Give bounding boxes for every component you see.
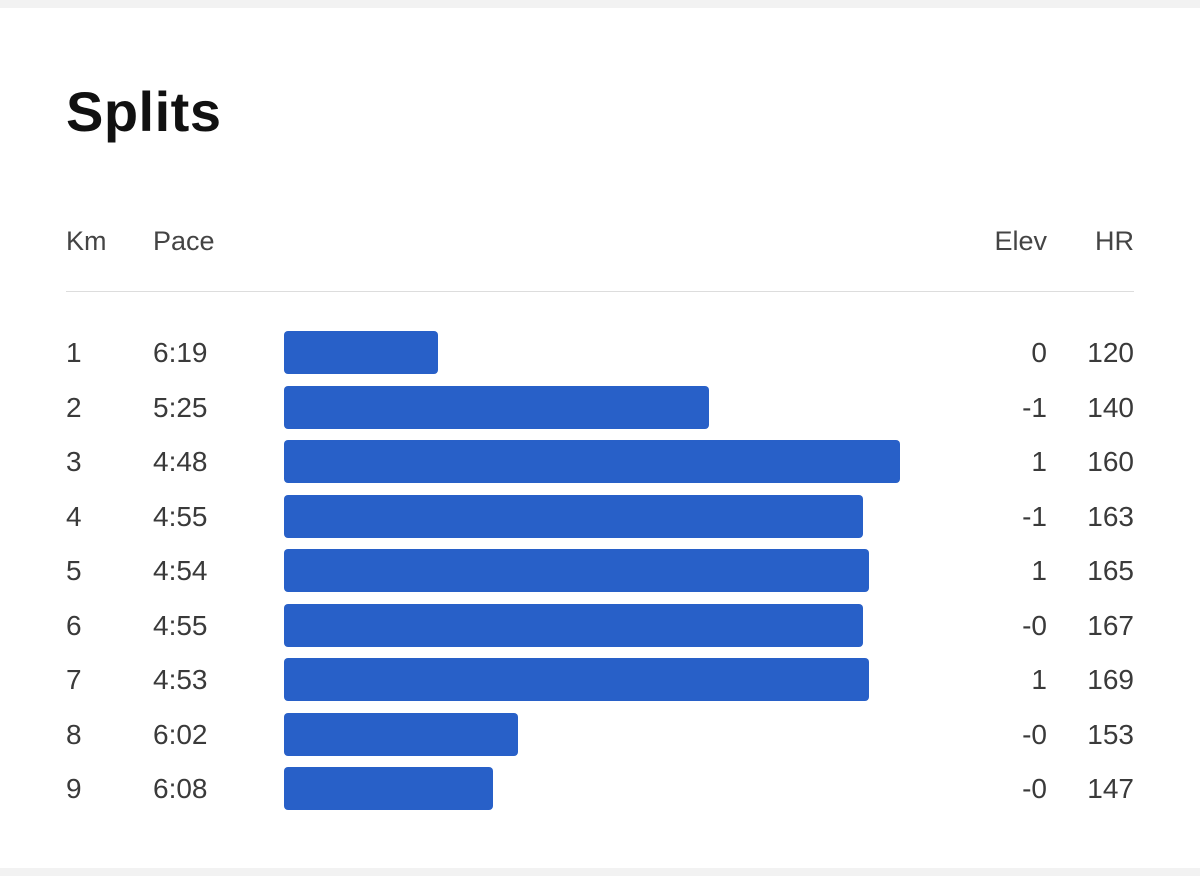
- split-elev: 1: [1031, 555, 1047, 586]
- split-hr: 165: [1087, 555, 1134, 586]
- split-hr: 153: [1087, 718, 1134, 750]
- split-hr: 169: [1087, 664, 1134, 695]
- split-row: 8 6:02 -0 153: [0, 708, 1200, 762]
- split-km: 6: [66, 609, 82, 641]
- header-divider: [66, 291, 1134, 292]
- split-hr: 120: [1087, 337, 1134, 368]
- split-row: 6 4:55 -0 167: [0, 599, 1200, 653]
- splits-title: Splits: [66, 80, 222, 143]
- split-km: 2: [66, 391, 82, 423]
- split-row: 5 4:54 1 165: [0, 544, 1200, 598]
- split-pace: 4:48: [153, 446, 208, 477]
- split-row: 4 4:55 -1 163: [0, 490, 1200, 544]
- split-row: 3 4:48 1 160: [0, 435, 1200, 489]
- pace-bar: [284, 549, 869, 592]
- pace-bar: [284, 494, 863, 538]
- split-hr: 160: [1087, 446, 1134, 477]
- split-pace: 6:08: [153, 773, 208, 804]
- split-row: 9 6:08 -0 147: [0, 762, 1200, 816]
- split-km: 3: [66, 446, 82, 477]
- split-hr: 147: [1087, 773, 1134, 804]
- split-pace: 6:19: [153, 337, 208, 368]
- split-km: 7: [66, 664, 82, 695]
- pace-bar: [284, 658, 869, 701]
- split-km: 8: [66, 718, 82, 750]
- split-km: 4: [66, 500, 82, 532]
- split-pace: 4:54: [153, 555, 208, 586]
- pace-bar: [284, 767, 493, 810]
- split-km: 1: [66, 337, 82, 368]
- splits-card: Splits Km Pace Elev HR 1 6:19 0 120 2 5:25 -1 1…: [0, 8, 1200, 868]
- split-elev: 1: [1031, 664, 1047, 695]
- split-elev: 1: [1031, 446, 1047, 477]
- split-elev: -0: [1022, 773, 1047, 804]
- split-hr: 163: [1087, 500, 1134, 532]
- header-elev: Elev: [994, 226, 1047, 256]
- split-row: 2 5:25 -1 140: [0, 381, 1200, 435]
- split-elev: -1: [1022, 391, 1047, 423]
- split-pace: 5:25: [153, 391, 208, 423]
- split-km: 5: [66, 555, 82, 586]
- split-pace: 4:55: [153, 609, 208, 641]
- pace-bar: [284, 331, 438, 374]
- header-km: Km: [66, 226, 107, 256]
- split-row: 1 6:19 0 120: [0, 326, 1200, 380]
- split-elev: -0: [1022, 718, 1047, 750]
- header-hr: HR: [1095, 226, 1134, 256]
- split-elev: 0: [1031, 337, 1047, 368]
- split-elev: -0: [1022, 609, 1047, 641]
- pace-bar: [284, 440, 900, 483]
- split-pace: 4:53: [153, 664, 208, 695]
- split-pace: 4:55: [153, 500, 208, 532]
- pace-bar: [284, 603, 863, 647]
- pace-bar: [284, 385, 709, 429]
- split-pace: 6:02: [153, 718, 208, 750]
- pace-bar: [284, 712, 518, 756]
- split-km: 9: [66, 773, 82, 804]
- header-pace: Pace: [153, 226, 215, 256]
- split-hr: 167: [1087, 609, 1134, 641]
- split-elev: -1: [1022, 500, 1047, 532]
- split-hr: 140: [1087, 391, 1134, 423]
- split-row: 7 4:53 1 169: [0, 653, 1200, 707]
